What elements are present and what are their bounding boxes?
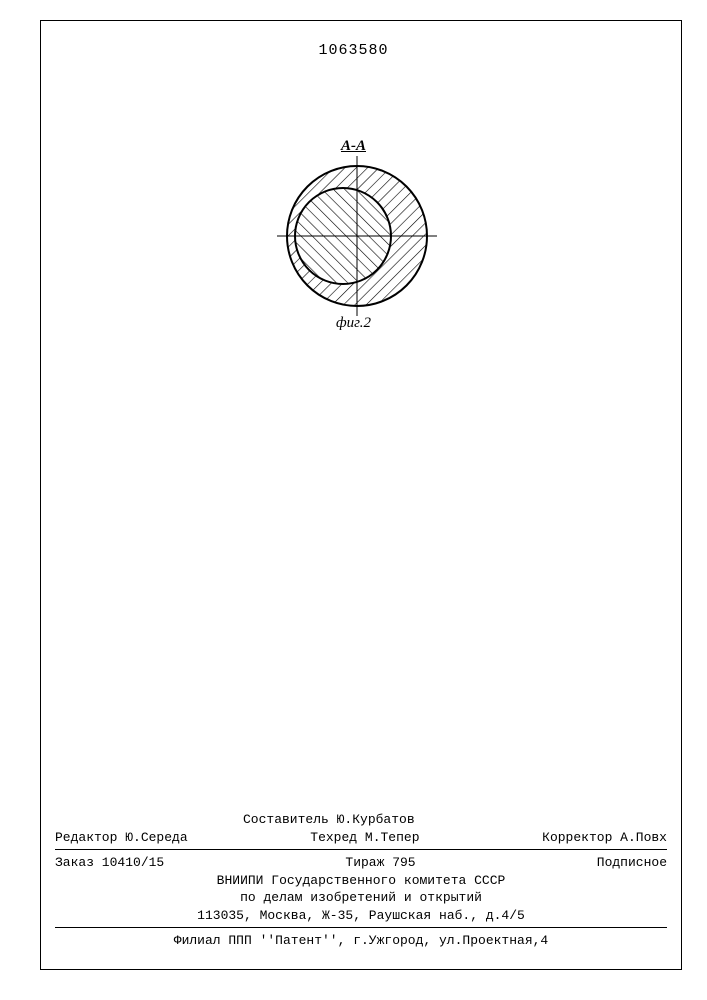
branch-line: Филиал ППП ''Патент'', г.Ужгород, ул.Про… (55, 932, 667, 950)
techred-credit: Техред М.Тепер (310, 829, 419, 847)
compiler-line: Составитель Ю.Курбатов (55, 811, 667, 829)
org-line-2: по делам изобретений и открытий (55, 889, 667, 907)
editor-credit: Редактор Ю.Середа (55, 829, 188, 847)
imprint-block: Составитель Ю.Курбатов Редактор Ю.Середа… (55, 811, 667, 950)
section-label: А-А (0, 138, 707, 155)
subscription-mark: Подписное (597, 854, 667, 872)
figure-caption: фиг.2 (0, 315, 707, 332)
cross-section-figure (277, 156, 437, 316)
document-number: 1063580 (0, 42, 707, 59)
divider (55, 849, 667, 850)
corrector-credit: Корректор А.Повх (542, 829, 667, 847)
org-address: 113035, Москва, Ж-35, Раушская наб., д.4… (55, 907, 667, 925)
print-run: Тираж 795 (345, 854, 415, 872)
org-line-1: ВНИИПИ Государственного комитета СССР (55, 872, 667, 890)
divider (55, 927, 667, 928)
order-number: Заказ 10410/15 (55, 854, 164, 872)
